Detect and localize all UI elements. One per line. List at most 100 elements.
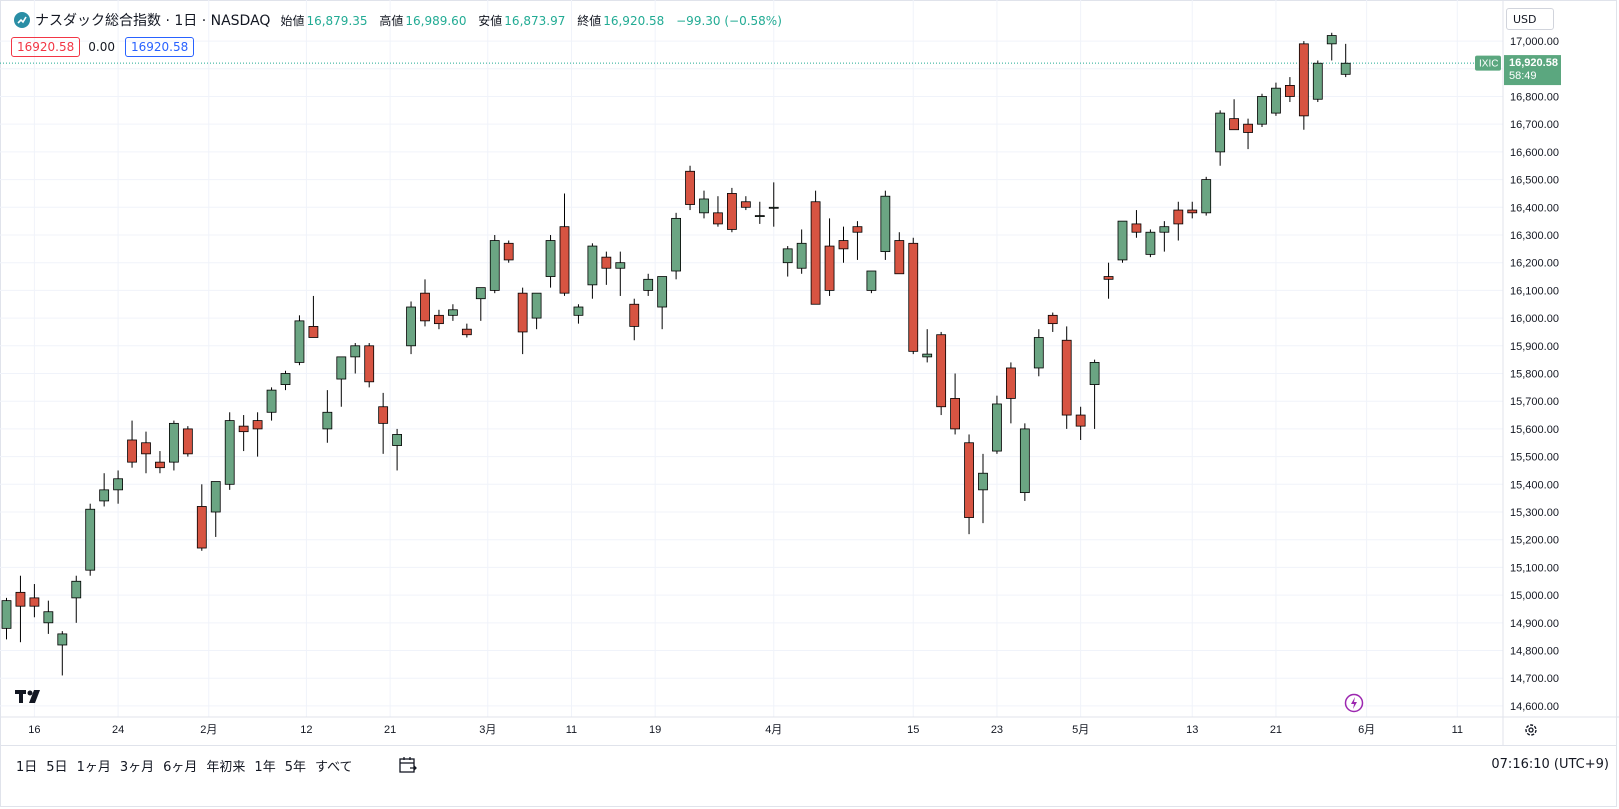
open-value: 16,879.35 <box>306 13 368 28</box>
candle-body <box>141 442 151 455</box>
candle-body <box>434 314 444 325</box>
price-tick-label: 14,700.00 <box>1510 673 1559 685</box>
range-button[interactable]: 年初来 <box>206 759 246 775</box>
candle-body <box>224 420 235 485</box>
candle-body <box>559 226 570 294</box>
candle-body <box>824 245 835 291</box>
candle-body <box>601 256 612 269</box>
candle <box>350 343 361 374</box>
candle-body <box>978 472 988 491</box>
legend-header: ナスダック総合指数 · 1日 · NASDAQ 始値 16,879.35 高値 16… <box>14 10 790 30</box>
range-button[interactable]: 5日 <box>46 759 68 775</box>
price-tick-label: 15,500.00 <box>1510 452 1559 464</box>
open-label: 始値 <box>280 13 305 28</box>
candle-body <box>29 597 40 607</box>
close-label: 終値 <box>577 13 602 28</box>
calendar-range-icon[interactable] <box>398 755 418 779</box>
candle <box>796 229 807 274</box>
range-button[interactable]: 5年 <box>284 759 306 775</box>
time-tick-label: 11 <box>566 724 577 736</box>
candle <box>601 251 612 285</box>
candle-body <box>1089 362 1100 385</box>
candle <box>740 196 751 211</box>
candle-body <box>1103 276 1114 280</box>
price-tick-label: 16,000.00 <box>1510 313 1559 325</box>
candle <box>992 395 1002 454</box>
candle <box>517 287 528 355</box>
candle-body <box>1145 231 1156 255</box>
gear-icon[interactable] <box>1523 722 1539 742</box>
candle <box>1 597 12 640</box>
candle <box>266 387 277 421</box>
candle-body <box>350 345 361 358</box>
candle-body <box>1033 337 1044 369</box>
price-tick-label: 16,400.00 <box>1510 202 1559 214</box>
time-tick-label: 16 <box>28 724 40 736</box>
time-axis: 16 24 2月 12 21 3月 11 19 4月 15 23 5月 13 21 6月 11 <box>28 724 1463 736</box>
candle <box>406 301 416 355</box>
candle <box>322 390 333 443</box>
quote-row: 16920.58 0.00 16920.58 <box>11 37 195 57</box>
price-tick-label: 14,900.00 <box>1510 618 1559 630</box>
candle-body <box>127 439 137 463</box>
candle <box>671 212 681 280</box>
candle-body <box>713 212 723 225</box>
chart-canvas[interactable]: 14,600.00 14,700.00 14,800.00 14,900.00 15,0… <box>0 0 1619 745</box>
candle <box>1047 312 1058 332</box>
sell-price-box[interactable]: 16920.58 <box>11 37 81 57</box>
price-badge-countdown: 58:49 <box>1509 70 1537 82</box>
candle <box>1019 423 1030 501</box>
time-tick-label: 5月 <box>1072 724 1089 736</box>
candle <box>434 309 444 330</box>
price-badge-value: 16,920.58 <box>1509 57 1558 69</box>
candle-body <box>866 270 877 291</box>
candle-body <box>782 248 793 264</box>
candle-body <box>629 303 640 327</box>
symbol-title[interactable]: ナスダック総合指数 · 1日 · NASDAQ <box>35 13 271 29</box>
candle-body <box>1019 428 1030 494</box>
price-tick-label: 15,400.00 <box>1510 479 1559 491</box>
candle <box>1103 262 1114 299</box>
candle-body <box>1131 223 1142 233</box>
price-tick-label: 15,200.00 <box>1510 535 1559 547</box>
candle <box>155 451 165 474</box>
time-tick-label: 21 <box>384 724 396 736</box>
range-button[interactable]: すべて <box>314 759 353 775</box>
candle-body <box>447 309 458 316</box>
price-tick-label: 16,800.00 <box>1510 91 1559 103</box>
candle-body <box>1326 35 1337 45</box>
lightning-icon[interactable] <box>1344 693 1364 717</box>
candle <box>1243 118 1253 150</box>
candle <box>950 373 960 435</box>
candle <box>210 481 221 537</box>
candle-body <box>950 398 960 430</box>
candle <box>1187 201 1198 219</box>
range-button[interactable]: 1日 <box>16 759 38 775</box>
range-button[interactable]: 3ヶ月 <box>119 759 155 775</box>
candle-body <box>210 481 221 513</box>
time-tick-label: 13 <box>1186 724 1198 736</box>
candle <box>1131 210 1142 238</box>
candle <box>1326 32 1337 61</box>
candle <box>699 190 709 219</box>
candle-body <box>378 406 389 424</box>
range-button[interactable]: 1年 <box>254 759 276 775</box>
symbol-logo-icon[interactable] <box>14 12 30 28</box>
candle-body <box>1271 87 1281 114</box>
candle <box>1075 406 1086 440</box>
candle-body <box>936 334 947 408</box>
buy-price-box[interactable]: 16920.58 <box>124 37 195 57</box>
candle <box>1312 60 1323 103</box>
tradingview-logo-icon[interactable] <box>15 689 45 708</box>
candle <box>15 575 26 643</box>
time-tick-label: 24 <box>112 724 124 736</box>
range-button[interactable]: 1ヶ月 <box>76 759 111 775</box>
time-tick-label: 6月 <box>1358 724 1375 736</box>
candle <box>224 412 235 490</box>
candle <box>280 370 291 391</box>
timezone-clock[interactable]: 07:16:10 (UTC+9) <box>1491 757 1609 772</box>
currency-selector[interactable]: USD <box>1506 8 1554 30</box>
range-button[interactable]: 6ヶ月 <box>163 759 198 775</box>
candle <box>1145 229 1156 258</box>
candle-body <box>1285 85 1295 97</box>
